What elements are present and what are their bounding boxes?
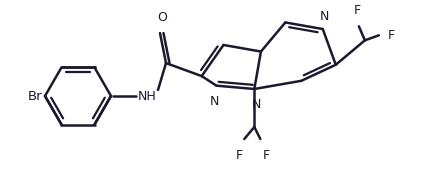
Text: N: N bbox=[252, 98, 261, 111]
Text: O: O bbox=[157, 11, 167, 24]
Text: N: N bbox=[320, 10, 330, 23]
Text: F: F bbox=[236, 149, 243, 162]
Text: F: F bbox=[388, 29, 395, 42]
Text: F: F bbox=[353, 4, 360, 17]
Text: NH: NH bbox=[138, 90, 156, 103]
Text: Br: Br bbox=[27, 90, 42, 103]
Text: N: N bbox=[210, 95, 219, 108]
Text: F: F bbox=[263, 149, 270, 162]
